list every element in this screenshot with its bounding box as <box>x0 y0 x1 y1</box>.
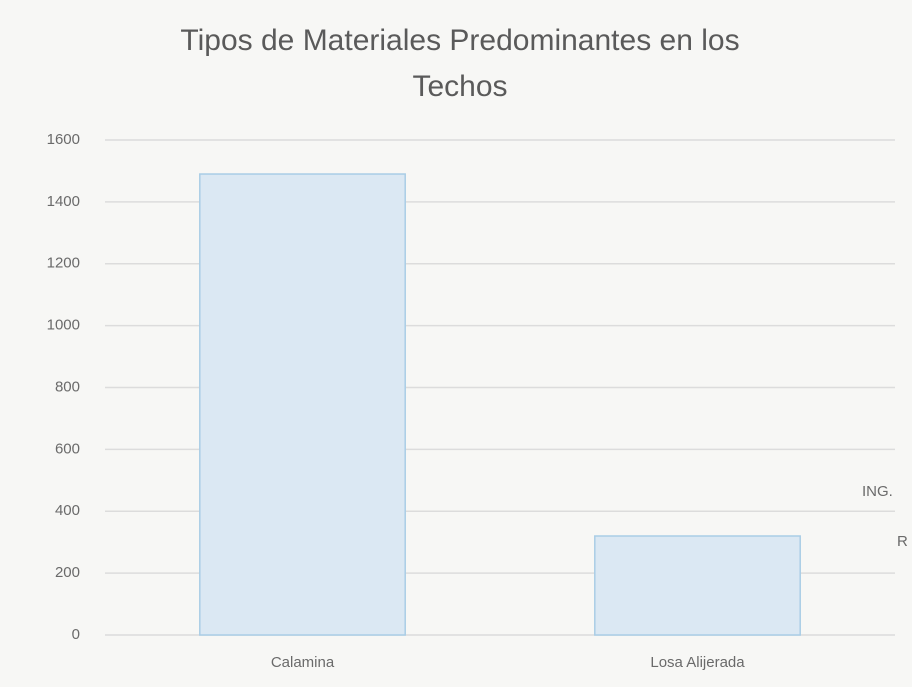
y-tick-label: 1000 <box>47 317 80 334</box>
bar <box>199 173 406 636</box>
y-tick-label: 800 <box>55 378 80 395</box>
y-tick-label: 600 <box>55 440 80 457</box>
stamp-text: ING. <box>862 483 893 500</box>
chart-title: Tipos de Materiales Predominantes en los… <box>180 24 740 103</box>
stamp-text: R <box>897 533 908 550</box>
y-tick-label: 400 <box>55 502 80 519</box>
y-tick-label: 1400 <box>47 193 80 210</box>
y-tick-label: 1600 <box>47 131 80 148</box>
y-tick-label: 1200 <box>47 255 80 272</box>
y-tick-label: 0 <box>72 626 80 643</box>
y-tick-label: 200 <box>55 564 80 581</box>
x-tick-label: Calamina <box>271 654 335 671</box>
bar <box>594 535 801 636</box>
x-tick-label: Losa Alijerada <box>650 654 745 671</box>
